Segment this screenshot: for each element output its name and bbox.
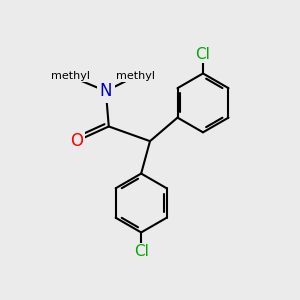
Text: methyl: methyl xyxy=(116,71,155,81)
Text: Cl: Cl xyxy=(134,244,148,259)
Text: Cl: Cl xyxy=(196,47,210,62)
Text: N: N xyxy=(100,82,112,100)
Text: O: O xyxy=(70,132,83,150)
Text: methyl: methyl xyxy=(51,71,90,81)
